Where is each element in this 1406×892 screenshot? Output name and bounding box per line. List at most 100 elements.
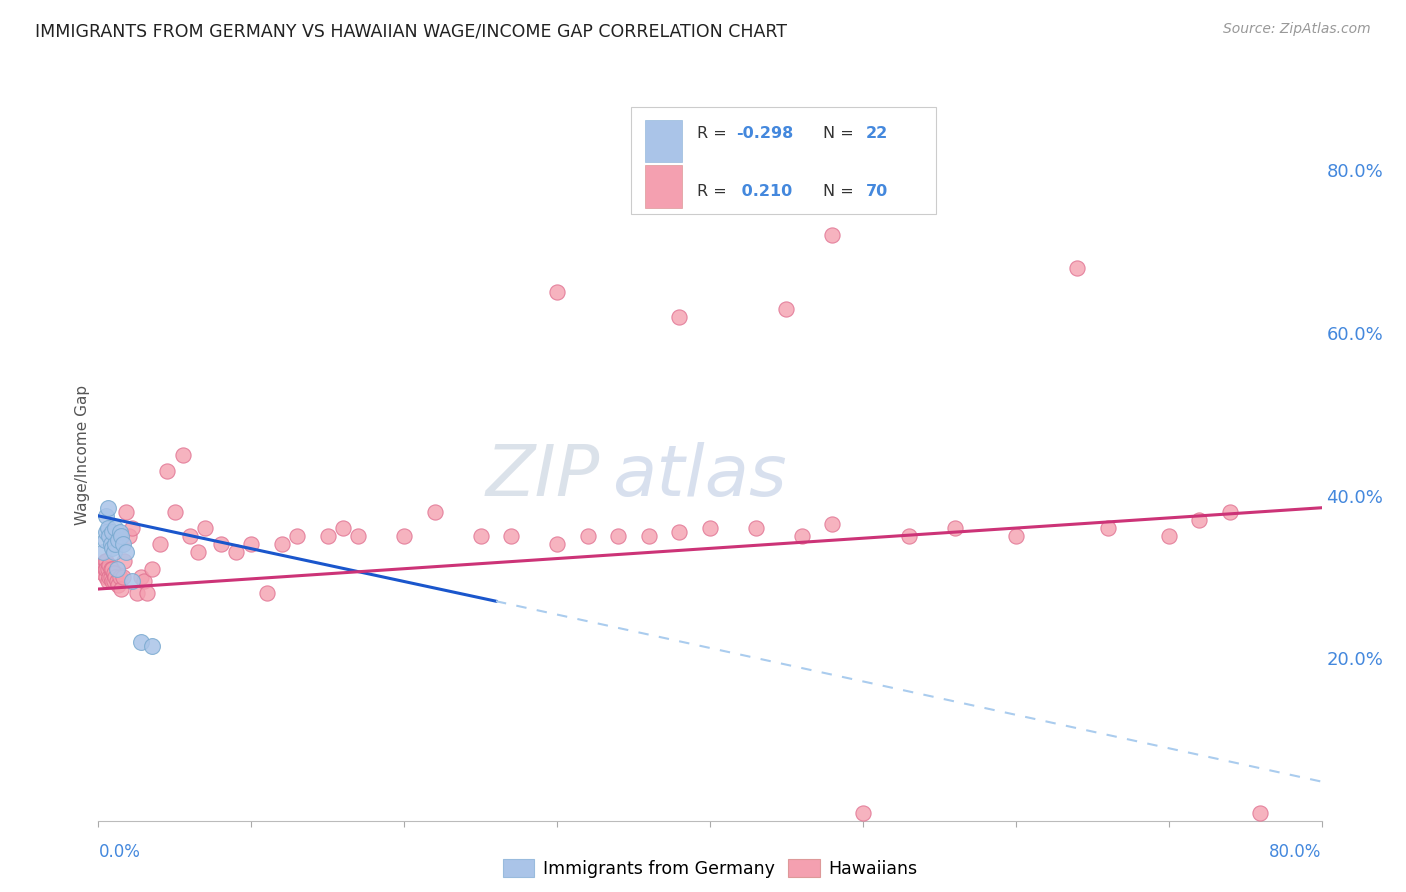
- Text: 22: 22: [865, 126, 887, 141]
- Point: [699, 521, 721, 535]
- Point: [105, 574, 128, 588]
- Point: [134, 574, 156, 588]
- Text: -0.298: -0.298: [735, 126, 793, 141]
- Point: [94, 508, 117, 523]
- Point: [240, 537, 263, 551]
- Point: [163, 505, 186, 519]
- Text: 80.0%: 80.0%: [1270, 843, 1322, 861]
- Bar: [645, 165, 682, 208]
- Point: [101, 525, 124, 540]
- Point: [107, 533, 129, 548]
- Point: [332, 521, 354, 535]
- Point: [209, 537, 232, 551]
- Text: ZIP: ZIP: [485, 442, 600, 511]
- Point: [100, 562, 122, 576]
- Point: [94, 553, 117, 567]
- Point: [115, 545, 138, 559]
- Point: [118, 529, 141, 543]
- Text: 0.210: 0.210: [735, 185, 792, 199]
- Point: [141, 639, 163, 653]
- Point: [115, 505, 138, 519]
- Point: [1004, 529, 1026, 543]
- Text: R =: R =: [696, 185, 731, 199]
- Point: [149, 537, 172, 551]
- Point: [101, 541, 124, 556]
- Point: [607, 529, 630, 543]
- Point: [108, 525, 131, 540]
- Point: [1097, 521, 1119, 535]
- Point: [98, 570, 121, 584]
- Point: [101, 562, 124, 576]
- Text: atlas: atlas: [612, 442, 787, 511]
- Point: [852, 805, 875, 820]
- Point: [156, 464, 179, 478]
- Point: [546, 537, 568, 551]
- Point: [270, 537, 292, 551]
- Point: [98, 558, 121, 572]
- Text: IMMIGRANTS FROM GERMANY VS HAWAIIAN WAGE/INCOME GAP CORRELATION CHART: IMMIGRANTS FROM GERMANY VS HAWAIIAN WAGE…: [35, 22, 787, 40]
- Point: [172, 448, 194, 462]
- Point: [1219, 505, 1241, 519]
- Bar: [645, 120, 682, 162]
- Point: [93, 562, 115, 576]
- Point: [790, 529, 813, 543]
- Point: [129, 635, 152, 649]
- Point: [1249, 805, 1271, 820]
- Text: N =: N =: [823, 185, 859, 199]
- Text: Source: ZipAtlas.com: Source: ZipAtlas.com: [1223, 22, 1371, 37]
- Point: [121, 574, 143, 588]
- Point: [821, 228, 844, 243]
- Legend: Immigrants from Germany, Hawaiians: Immigrants from Germany, Hawaiians: [496, 853, 924, 885]
- Text: R =: R =: [696, 126, 731, 141]
- Y-axis label: Wage/Income Gap: Wage/Income Gap: [75, 384, 90, 525]
- Point: [136, 586, 159, 600]
- Point: [129, 570, 152, 584]
- Point: [775, 301, 797, 316]
- Point: [97, 521, 120, 535]
- Point: [470, 529, 492, 543]
- Point: [225, 545, 247, 559]
- Point: [194, 521, 217, 535]
- Point: [1157, 529, 1180, 543]
- Point: [316, 529, 339, 543]
- Point: [104, 521, 127, 535]
- Point: [105, 562, 128, 576]
- Point: [100, 537, 122, 551]
- Point: [423, 505, 446, 519]
- Point: [285, 529, 308, 543]
- Point: [141, 562, 163, 576]
- Point: [125, 586, 148, 600]
- Point: [1066, 260, 1088, 275]
- Point: [103, 574, 125, 588]
- Point: [112, 553, 135, 567]
- Text: N =: N =: [823, 126, 859, 141]
- Point: [98, 529, 121, 543]
- Point: [108, 570, 131, 584]
- Point: [103, 566, 125, 580]
- Point: [91, 545, 114, 559]
- Point: [97, 562, 120, 576]
- Point: [91, 566, 114, 580]
- Point: [821, 516, 844, 531]
- Point: [347, 529, 370, 543]
- Text: 0.0%: 0.0%: [98, 843, 141, 861]
- Point: [93, 553, 115, 567]
- Point: [104, 570, 127, 584]
- Point: [546, 285, 568, 300]
- Point: [107, 578, 129, 592]
- Point: [94, 570, 117, 584]
- FancyBboxPatch shape: [630, 108, 936, 213]
- Point: [256, 586, 278, 600]
- Point: [179, 529, 201, 543]
- Text: 70: 70: [865, 185, 887, 199]
- Point: [668, 525, 690, 540]
- Point: [187, 545, 209, 559]
- Point: [897, 529, 920, 543]
- Point: [94, 562, 117, 576]
- Point: [110, 529, 132, 543]
- Point: [637, 529, 661, 543]
- Point: [501, 529, 523, 543]
- Point: [104, 537, 127, 551]
- Point: [97, 574, 120, 588]
- Point: [1188, 513, 1211, 527]
